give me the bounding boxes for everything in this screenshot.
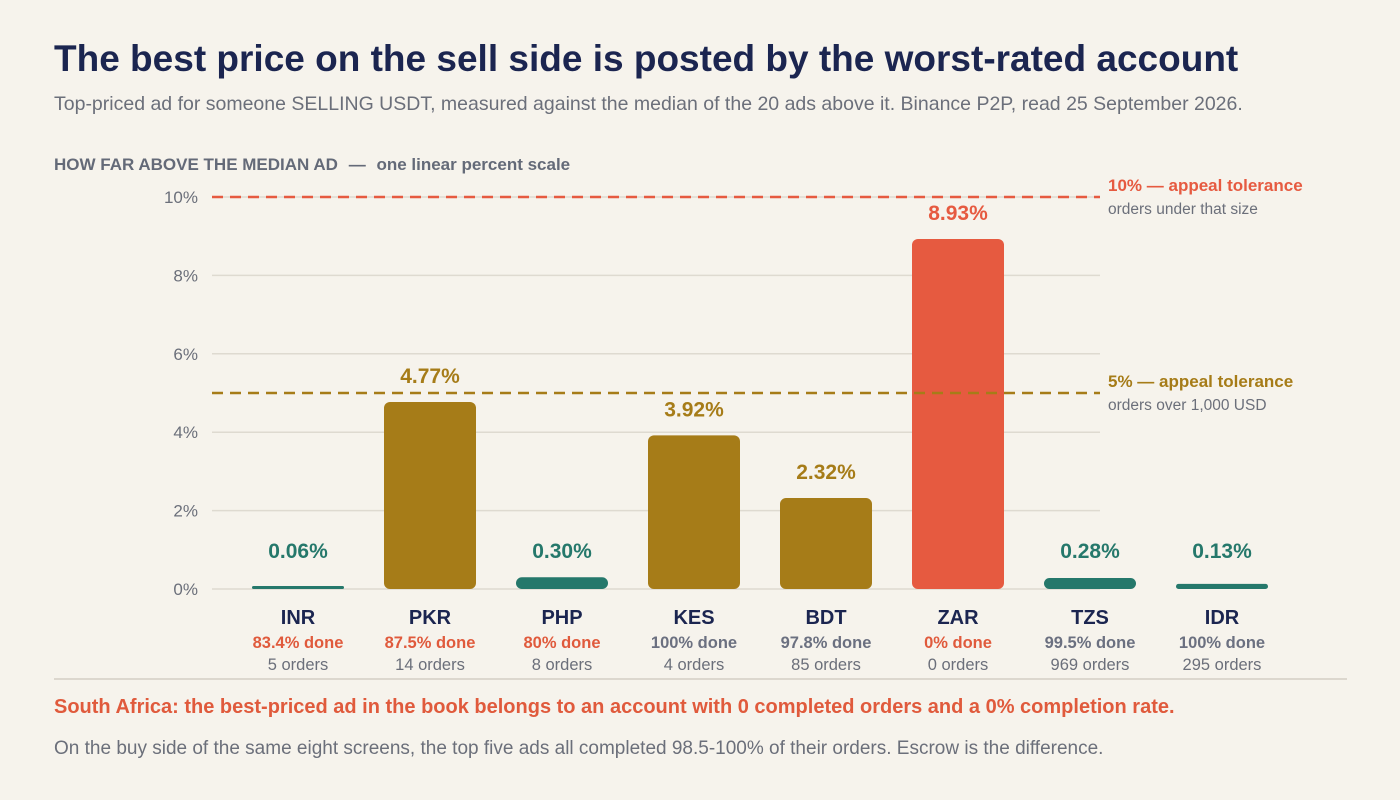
bar-inr bbox=[252, 586, 344, 589]
bar-pkr bbox=[384, 402, 476, 589]
order-count: 85 orders bbox=[791, 656, 861, 674]
completion-rate: 87.5% done bbox=[385, 634, 476, 652]
completion-rate: 80% done bbox=[523, 634, 600, 652]
bar-kes bbox=[648, 435, 740, 589]
divider bbox=[54, 678, 1347, 680]
callout-text: South Africa: the best-priced ad in the … bbox=[54, 696, 1175, 718]
threshold-name: appeal tolerance bbox=[1168, 176, 1302, 195]
x-tick-label: TZS bbox=[1071, 607, 1109, 629]
x-tick-label: BDT bbox=[805, 607, 846, 629]
x-tick-label: PKR bbox=[409, 607, 452, 629]
completion-rate: 100% done bbox=[1179, 634, 1265, 652]
y-tick-label: 6% bbox=[173, 345, 198, 364]
y-tick-label: 2% bbox=[173, 502, 198, 521]
y-axis-label: HOW FAR ABOVE THE MEDIAN AD — one linear… bbox=[54, 155, 570, 175]
y-tick-label: 4% bbox=[173, 423, 198, 442]
data-label: 0.13% bbox=[1192, 540, 1252, 563]
threshold-label: 5% — appeal tolerance bbox=[1108, 372, 1293, 391]
bar-zar bbox=[912, 238, 1004, 589]
completion-rate: 100% done bbox=[651, 634, 737, 652]
order-count: 295 orders bbox=[1183, 656, 1262, 674]
bar-php bbox=[516, 577, 608, 589]
threshold-sep: — bbox=[1142, 176, 1168, 195]
order-count: 0 orders bbox=[928, 656, 989, 674]
x-tick-label: IDR bbox=[1205, 607, 1240, 629]
threshold-value: 5% bbox=[1108, 372, 1133, 391]
threshold-name: appeal tolerance bbox=[1159, 372, 1293, 391]
y-tick-label: 8% bbox=[173, 266, 198, 285]
footnote-text: On the buy side of the same eight screen… bbox=[54, 738, 1104, 759]
bar-tzs bbox=[1044, 578, 1136, 589]
x-tick-label: INR bbox=[281, 607, 316, 629]
y-axis-label-sub: one linear percent scale bbox=[376, 155, 571, 174]
data-label: 4.77% bbox=[400, 365, 460, 388]
chart-title: The best price on the sell side is poste… bbox=[54, 38, 1239, 79]
data-label: 3.92% bbox=[664, 398, 724, 421]
completion-rate: 0% done bbox=[924, 634, 992, 652]
completion-rate: 83.4% done bbox=[253, 634, 344, 652]
data-label: 0.28% bbox=[1060, 540, 1120, 563]
completion-rate: 97.8% done bbox=[781, 634, 872, 652]
threshold-note: orders under that size bbox=[1108, 201, 1258, 218]
completion-rate: 99.5% done bbox=[1045, 634, 1136, 652]
data-label: 8.93% bbox=[928, 202, 988, 225]
y-axis-label-sep: — bbox=[348, 155, 366, 174]
threshold-value: 10% bbox=[1108, 176, 1142, 195]
x-tick-label: ZAR bbox=[937, 607, 979, 629]
order-count: 969 orders bbox=[1051, 656, 1130, 674]
order-count: 14 orders bbox=[395, 656, 465, 674]
order-count: 4 orders bbox=[664, 656, 725, 674]
x-tick-label: KES bbox=[673, 607, 714, 629]
order-count: 8 orders bbox=[532, 656, 593, 674]
y-tick-label: 10% bbox=[164, 188, 198, 207]
chart-subtitle: Top-priced ad for someone SELLING USDT, … bbox=[54, 93, 1243, 115]
y-axis-label-main: HOW FAR ABOVE THE MEDIAN AD bbox=[54, 155, 338, 174]
threshold-label: 10% — appeal tolerance bbox=[1108, 176, 1303, 195]
x-tick-label: PHP bbox=[541, 607, 582, 629]
bar-bdt bbox=[780, 498, 872, 589]
bar-idr bbox=[1176, 583, 1268, 589]
threshold-note: orders over 1,000 USD bbox=[1108, 397, 1267, 414]
order-count: 5 orders bbox=[268, 656, 329, 674]
y-tick-label: 0% bbox=[173, 580, 198, 599]
data-label: 0.06% bbox=[268, 540, 328, 563]
threshold-sep: — bbox=[1133, 372, 1159, 391]
data-label: 2.32% bbox=[796, 461, 856, 484]
data-label: 0.30% bbox=[532, 540, 592, 563]
